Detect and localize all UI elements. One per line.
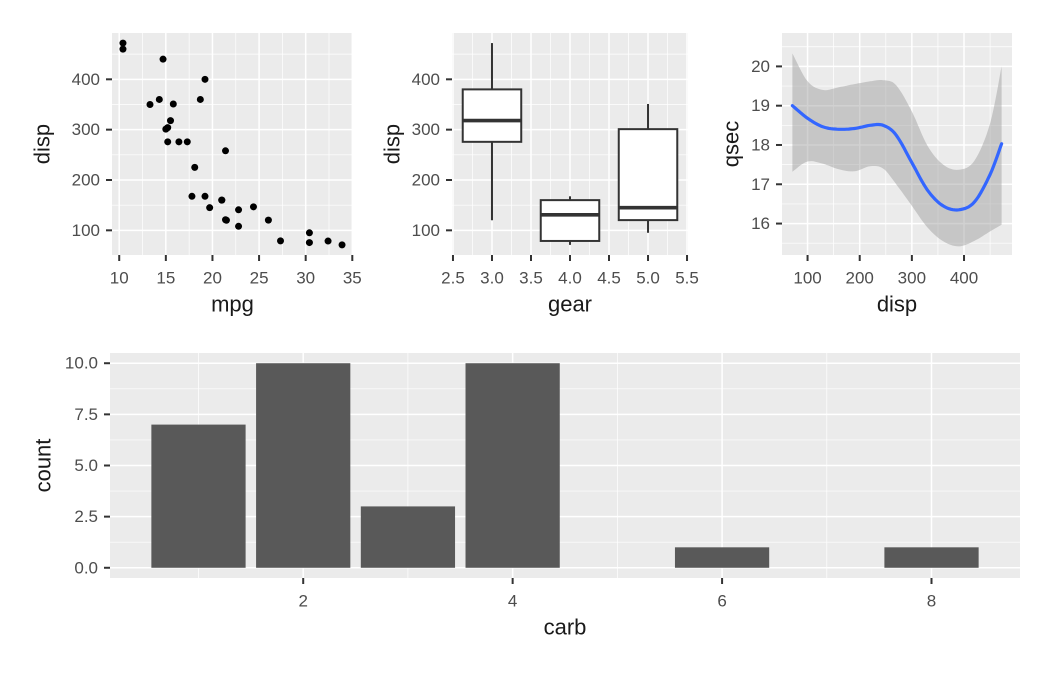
data-point [338, 241, 346, 249]
data-point [167, 117, 175, 125]
data-point [119, 39, 127, 47]
y-tick-label: 200 [412, 170, 440, 189]
x-tick-label: 20 [203, 269, 222, 288]
data-point [235, 206, 243, 214]
x-axis-title: carb [544, 615, 587, 640]
bar [465, 363, 560, 568]
y-axis-title: disp [30, 124, 55, 164]
smooth-line [790, 104, 1004, 212]
y-tick-label: 100 [412, 221, 440, 240]
x-tick-label: 300 [898, 269, 926, 288]
data-point [201, 192, 209, 200]
data-point [159, 55, 167, 63]
bar-chart-count-by-carb: 2 4 6 8 0.0 2.5 5.0 7.5 10.0 carb count [31, 353, 1020, 640]
confidence-ribbon [792, 53, 1002, 247]
data-point [305, 239, 313, 247]
y-tick-label: 0.0 [74, 558, 98, 577]
y-axis-title: count [31, 439, 56, 493]
bar [256, 363, 351, 568]
bar [674, 547, 770, 568]
x-axis-title: mpg [211, 292, 254, 317]
y-axis-title: disp [380, 124, 405, 164]
data-point [201, 75, 209, 83]
data-point [196, 95, 204, 103]
data-point [188, 192, 196, 200]
data-point [191, 163, 199, 171]
bar [151, 424, 246, 568]
smooth-plot-qsec-vs-disp: 100 200 300 400 16 17 18 19 20 disp qsec [719, 33, 1012, 317]
y-tick-label: 2.5 [74, 507, 98, 526]
data-point [155, 95, 163, 103]
data-point [183, 138, 191, 146]
box-plot-disp-by-gear: 2.5 3.0 3.5 4.0 4.5 5.0 5.5 100 200 300 400 gear dis… [380, 33, 699, 317]
panel-background [782, 33, 1012, 255]
box [539, 199, 601, 242]
y-tick-label: 19 [751, 96, 770, 115]
box [617, 128, 679, 222]
x-tick-label: 15 [156, 269, 175, 288]
data-point [222, 147, 230, 155]
x-tick-label: 10 [110, 269, 129, 288]
data-point [235, 222, 243, 230]
panel-background [112, 33, 353, 255]
data-point [218, 196, 226, 204]
y-tick-label: 200 [72, 170, 100, 189]
data-point [169, 100, 177, 108]
data-point [146, 100, 154, 108]
data-point [206, 204, 214, 212]
x-tick-label: 4.5 [597, 269, 621, 288]
x-tick-label: 2.5 [441, 269, 465, 288]
y-tick-label: 10.0 [65, 354, 98, 373]
data-point [119, 45, 127, 53]
y-tick-label: 7.5 [74, 405, 98, 424]
x-tick-label: 25 [250, 269, 269, 288]
x-tick-label: 400 [950, 269, 978, 288]
y-tick-label: 300 [412, 120, 440, 139]
y-tick-label: 5.0 [74, 456, 98, 475]
x-tick-label: 5.0 [636, 269, 660, 288]
data-point [222, 216, 230, 224]
x-tick-label: 8 [927, 592, 936, 611]
data-point [164, 138, 172, 146]
data-point [277, 237, 285, 245]
x-tick-label: 4 [508, 592, 517, 611]
data-point [324, 237, 332, 245]
x-tick-label: 35 [343, 269, 362, 288]
x-axis-title: gear [548, 292, 592, 317]
y-axis-title: qsec [719, 121, 744, 167]
y-tick-label: 400 [412, 70, 440, 89]
data-point [162, 125, 170, 133]
y-tick-label: 20 [751, 57, 770, 76]
x-tick-label: 200 [846, 269, 874, 288]
y-tick-label: 400 [72, 70, 100, 89]
data-point [175, 138, 183, 146]
x-tick-label: 100 [793, 269, 821, 288]
x-tick-label: 3.5 [519, 269, 543, 288]
scatter-plot-disp-vs-mpg: 10 15 20 25 30 35 100 200 300 400 mpg disp [30, 33, 362, 317]
data-point [249, 203, 257, 211]
y-tick-label: 16 [751, 214, 770, 233]
y-tick-label: 18 [751, 135, 770, 154]
x-tick-label: 4.0 [558, 269, 582, 288]
y-tick-label: 100 [72, 221, 100, 240]
x-tick-label: 3.0 [480, 269, 504, 288]
y-tick-label: 17 [751, 175, 770, 194]
y-tick-label: 300 [72, 120, 100, 139]
box [461, 88, 523, 143]
x-tick-label: 2 [298, 592, 307, 611]
x-axis-title: disp [877, 292, 917, 317]
x-tick-label: 5.5 [675, 269, 699, 288]
bar [360, 506, 456, 568]
data-point [305, 229, 313, 237]
x-tick-label: 30 [296, 269, 315, 288]
x-tick-label: 6 [717, 592, 726, 611]
bar [884, 547, 979, 568]
data-point [264, 216, 272, 224]
